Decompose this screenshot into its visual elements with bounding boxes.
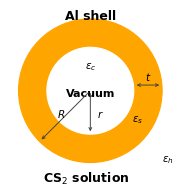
Text: CS$_2$ solution: CS$_2$ solution xyxy=(43,170,130,187)
Circle shape xyxy=(47,47,134,134)
Text: $\varepsilon_h$: $\varepsilon_h$ xyxy=(162,154,174,166)
Text: Al shell: Al shell xyxy=(65,10,116,22)
Text: $\varepsilon_s$: $\varepsilon_s$ xyxy=(132,114,143,126)
Circle shape xyxy=(18,19,162,163)
Text: $t$: $t$ xyxy=(145,70,151,83)
Text: $\varepsilon_c$: $\varepsilon_c$ xyxy=(85,61,96,73)
Text: $R$: $R$ xyxy=(57,108,65,120)
Text: Vacuum: Vacuum xyxy=(66,89,115,98)
Text: $r$: $r$ xyxy=(97,109,104,120)
